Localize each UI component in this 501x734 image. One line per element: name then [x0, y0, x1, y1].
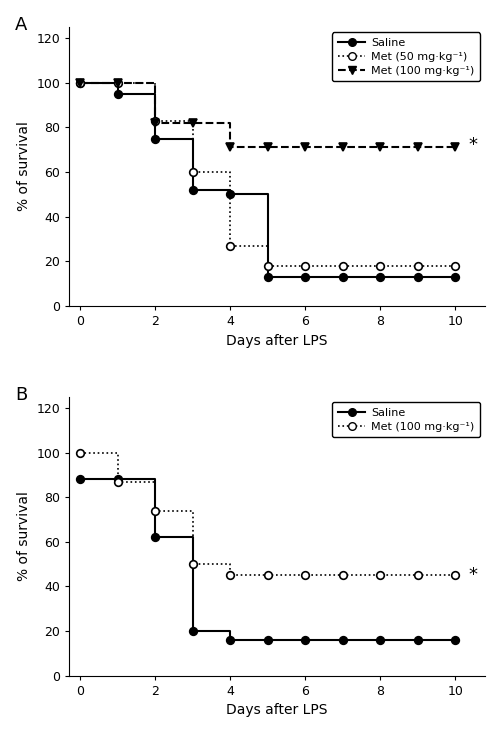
- Text: A: A: [15, 16, 28, 34]
- Text: B: B: [15, 385, 27, 404]
- Legend: Saline, Met (100 mg·kg⁻¹): Saline, Met (100 mg·kg⁻¹): [332, 402, 479, 437]
- Text: *: *: [467, 567, 476, 584]
- Y-axis label: % of survival: % of survival: [17, 122, 31, 211]
- Legend: Saline, Met (50 mg·kg⁻¹), Met (100 mg·kg⁻¹): Saline, Met (50 mg·kg⁻¹), Met (100 mg·kg…: [332, 32, 479, 81]
- Text: *: *: [467, 137, 476, 154]
- X-axis label: Days after LPS: Days after LPS: [226, 703, 327, 717]
- Y-axis label: % of survival: % of survival: [17, 491, 31, 581]
- X-axis label: Days after LPS: Days after LPS: [226, 333, 327, 348]
